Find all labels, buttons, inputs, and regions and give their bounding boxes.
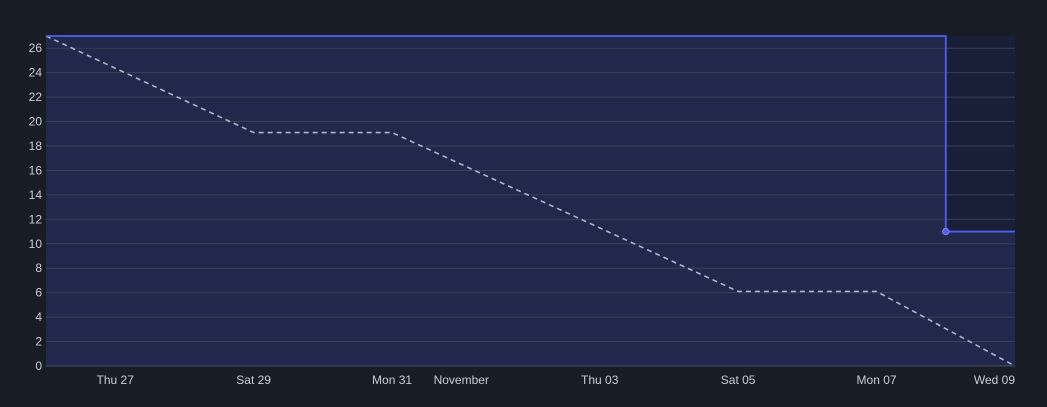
actual-line [46,35,1015,233]
gridlines [46,47,1015,343]
actual-point [942,227,950,236]
ideal-series [45,35,1016,367]
y-tick-label: 10 [29,237,43,251]
x-tick-label: Wed 09 [974,373,1015,387]
actual-area-fill [46,36,1015,366]
y-tick-label: 8 [35,261,42,275]
y-tick-label: 0 [35,359,42,373]
y-tick-label: 14 [29,188,43,202]
y-tick-label: 16 [29,163,43,177]
y-tick-label: 6 [35,286,42,300]
x-tick-label: November [434,373,489,387]
y-tick-label: 4 [35,310,42,324]
y-tick-label: 2 [35,335,42,349]
y-tick-label: 12 [29,212,43,226]
actual-series [46,35,1015,236]
actual-area [46,36,1015,366]
y-tick-label: 22 [29,90,43,104]
x-tick-label: Mon 31 [372,373,412,387]
y-tick-label: 18 [29,139,43,153]
y-tick-label: 24 [29,66,43,80]
ideal-line [45,35,1016,367]
x-tick-label: Sat 05 [721,373,756,387]
x-tick-label: Sat 29 [236,373,271,387]
y-tick-label: 20 [29,115,43,129]
y-tick-label: 26 [29,41,43,55]
x-tick-label: Mon 07 [857,373,897,387]
x-tick-label: Thu 27 [97,373,135,387]
x-tick-label: Thu 03 [581,373,619,387]
x-axis-ticks: Thu 27 Sat 29 Mon 31 November Thu 03 Sat 05 Mo… [97,373,1016,387]
